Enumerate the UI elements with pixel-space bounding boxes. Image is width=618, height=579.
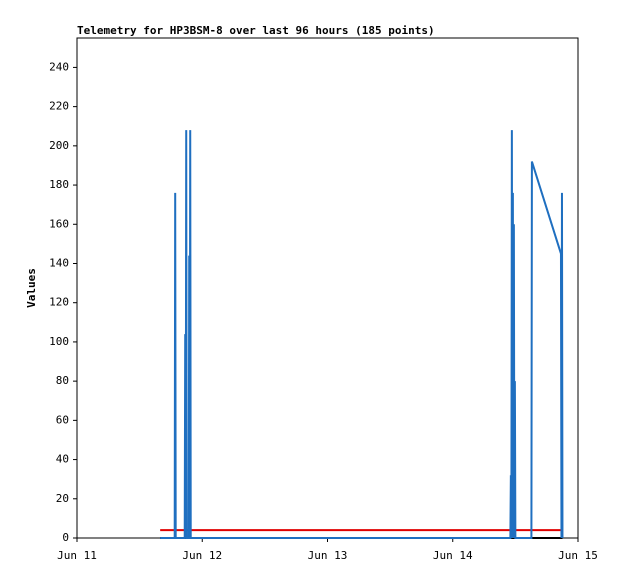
y-tick-label: 20 (56, 492, 69, 505)
y-axis-label: Values (25, 268, 38, 308)
plot-frame (76, 37, 579, 539)
y-tick-label: 140 (49, 256, 69, 269)
y-tick-label: 40 (56, 453, 69, 466)
y-tick-label: 200 (49, 139, 69, 152)
y-tick-label: 100 (49, 335, 69, 348)
x-tick-label: Jun 14 (433, 549, 473, 562)
y-tick-label: 0 (62, 531, 69, 544)
series-line (160, 130, 564, 539)
y-tick-label: 120 (49, 296, 69, 309)
x-tick-label: Jun 12 (182, 549, 222, 562)
chart-title: Telemetry for HP3BSM-8 over last 96 hour… (77, 24, 435, 37)
y-tick-label: 60 (56, 413, 69, 426)
y-tick-label: 80 (56, 374, 69, 387)
x-tick-label: Jun 13 (308, 549, 348, 562)
y-tick-label: 240 (49, 60, 69, 73)
y-tick-label: 160 (49, 217, 69, 230)
x-tick-label: Jun 15 (558, 549, 598, 562)
y-tick-label: 220 (49, 100, 69, 113)
x-tick-label: Jun 11 (57, 549, 97, 562)
y-tick-label: 180 (49, 178, 69, 191)
